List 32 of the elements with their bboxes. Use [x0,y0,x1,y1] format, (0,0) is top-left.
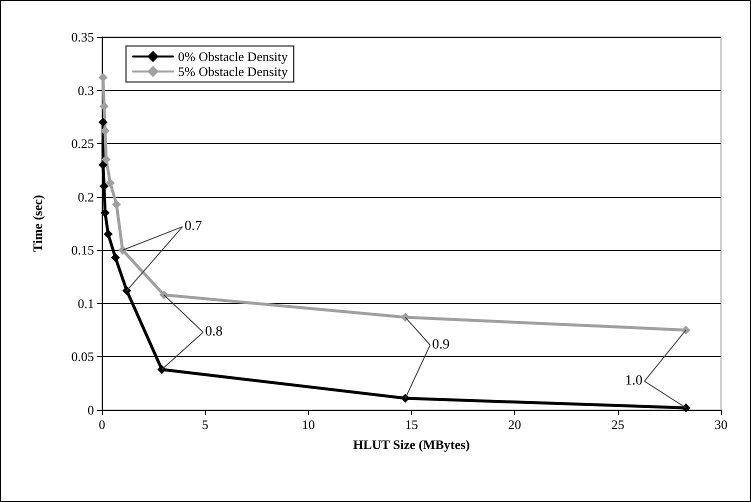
x-axis-title: HLUT Size (MBytes) [353,437,470,452]
x-tick-label: 5 [202,417,208,432]
annotation: 0.9 [432,337,450,352]
y-tick-label: 0.1 [78,296,94,311]
legend-label: 5% Obstacle Density [178,64,288,79]
x-tick-label: 20 [508,417,522,432]
annotation: 1.0 [624,374,642,389]
x-tick-label: 30 [714,417,728,432]
y-tick-label: 0.35 [71,30,94,44]
annotation: 0.8 [205,324,223,340]
y-tick-label: 0.25 [71,136,94,152]
y-tick-label: 0.3 [78,82,94,98]
x-tick-label: 0 [98,417,106,432]
point [122,286,132,296]
y-axis-title: Time (sec) [30,194,45,252]
point [118,246,128,255]
y-tick-label: 0.2 [78,189,94,204]
point [112,200,121,209]
point [159,290,168,300]
x-tick-label: 25 [611,417,624,432]
point [98,118,108,127]
point [110,253,120,262]
y-tick-label: 0.15 [71,242,94,258]
point [157,365,166,374]
y-tick-label: 0 [88,402,94,418]
annotation: 0.7 [184,219,202,234]
point [104,230,113,239]
x-tick-label: 10 [302,417,315,432]
point [106,178,115,188]
y-tick-label: 0.05 [71,349,94,364]
legend-label: 0% Obstacle Density [178,49,288,64]
x-tick-label: 15 [405,417,418,432]
